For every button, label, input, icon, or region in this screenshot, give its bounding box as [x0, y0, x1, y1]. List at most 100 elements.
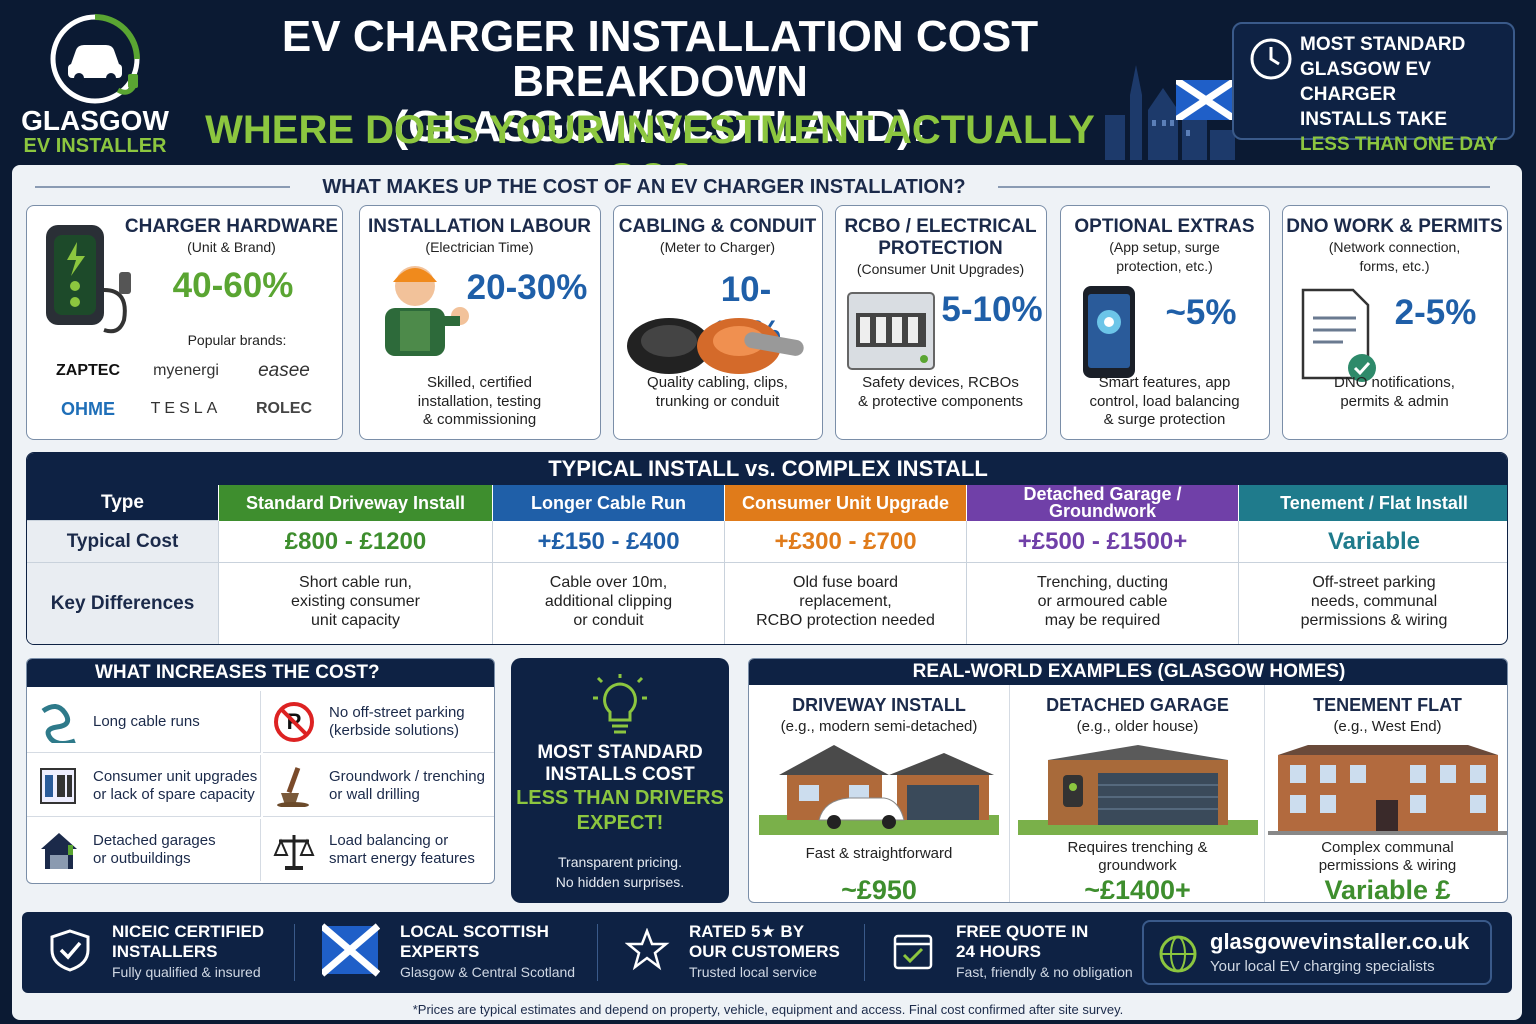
- card-title: PROTECTION: [878, 238, 1003, 259]
- bulb-icon: [590, 672, 650, 736]
- icon-part: [67, 242, 85, 276]
- difference-line: replacement,: [799, 593, 892, 610]
- footer-note: Glasgow & Central Scotland: [400, 964, 576, 980]
- footer-icon: [625, 928, 671, 974]
- footer-divider: [864, 924, 865, 981]
- icon-part: [279, 707, 309, 737]
- icon-part: [70, 281, 80, 291]
- icon-part: [1159, 935, 1197, 973]
- icon-part: [119, 272, 131, 294]
- icon-part: [1319, 765, 1336, 783]
- example-subtitle: (e.g., older house): [1076, 718, 1199, 735]
- increase-item: Detached garages or outbuildings: [27, 819, 261, 881]
- increase-text: Consumer unit upgrades or lack of spare c…: [93, 755, 261, 817]
- icon-part: [1267, 831, 1507, 835]
- icon-part: [827, 815, 841, 829]
- footer-note: Trusted local service: [689, 964, 817, 980]
- cost-cell: +£500 - £1500+: [966, 521, 1238, 563]
- icon-part: [593, 674, 647, 734]
- icon-part: [50, 929, 90, 972]
- icon-part: [385, 266, 469, 356]
- title-block: EV CHARGER INSTALLATION COST BREAKDOWN (G…: [170, 14, 1150, 149]
- cost-cell: +£300 - £700: [724, 521, 966, 563]
- increase-item: Consumer unit upgrades or lack of spare c…: [27, 755, 261, 817]
- icon-part: [54, 235, 96, 315]
- icon-part: [70, 45, 120, 67]
- increase-icon: [37, 765, 79, 807]
- card-subtitle: (Meter to Charger): [659, 239, 776, 255]
- icon-part: [907, 785, 979, 820]
- card-header: RCBO / ELECTRICAL PROTECTION (Consumer Uni…: [836, 216, 1045, 279]
- card-icon: [1081, 284, 1137, 380]
- column-name: Groundwork: [1049, 501, 1156, 521]
- difference-line: Off-street parking: [1312, 574, 1436, 591]
- callout-highlight: LESS THAN DRIVERS: [516, 787, 724, 809]
- title-line: (GLASGOW/SCOTLAND):: [393, 102, 927, 151]
- example-note-line: Requires trenching &: [1067, 839, 1208, 856]
- card-icon: [1298, 288, 1384, 384]
- footer-title: RATED 5★ BY: [689, 922, 805, 941]
- card-header: INSTALLATION LABOUR (Electrician Time): [360, 216, 599, 257]
- differences-cell: Cable over 10m, additional clipping or con…: [492, 563, 724, 644]
- card-subtitle: protection, etc.): [1116, 258, 1213, 274]
- example-price: ~£1400+: [1084, 875, 1191, 903]
- increase-line: No off-street parking: [329, 704, 465, 721]
- icon-part: [273, 838, 315, 856]
- footer-title: 24 HOURS: [956, 942, 1042, 961]
- heading-rule: [35, 186, 290, 188]
- card-subtitle: (Unit & Brand): [187, 239, 276, 255]
- card-icon: [846, 291, 938, 373]
- icon-part: [74, 73, 84, 83]
- increase-icon: [37, 701, 79, 743]
- icon-part: [596, 676, 604, 684]
- icon-part: [876, 317, 886, 343]
- increase-item: P No off-street parking(kerbside solution…: [263, 691, 494, 753]
- card-share: 20-30%: [466, 268, 588, 307]
- icon-part: [1162, 120, 1166, 126]
- increase-line: or wall drilling: [329, 786, 420, 803]
- card-title: OPTIONAL EXTRAS: [1074, 216, 1255, 237]
- footer-title: INSTALLERS: [112, 942, 218, 961]
- brand-name: myenergi: [153, 362, 219, 379]
- icon-part: [1176, 80, 1236, 120]
- differences-cell: Off-street parking needs, communal permiss…: [1238, 563, 1507, 644]
- icon-part: [1439, 765, 1456, 783]
- icon-part: [882, 815, 896, 829]
- icon-part: [1152, 120, 1156, 126]
- card-title: INSTALLATION LABOUR: [367, 216, 592, 237]
- icon-part: [1105, 65, 1235, 160]
- subtitle: WHERE DOES YOUR INVESTMENT ACTUALLY GO?: [205, 108, 1095, 200]
- brand-name: ZAPTEC: [56, 362, 120, 379]
- icon-part: [1210, 130, 1235, 160]
- icon-part: [1152, 120, 1190, 136]
- house-illustration: [759, 745, 999, 835]
- card-subtitle: (App setup, surge: [1109, 239, 1220, 255]
- increase-icon: [37, 829, 79, 871]
- icon-part: [889, 753, 994, 775]
- card-icon: [360, 256, 475, 366]
- difference-line: existing consumer: [291, 593, 420, 610]
- brands-label: Popular brands:: [187, 332, 287, 348]
- difference-line: RCBO protection needed: [756, 612, 935, 629]
- card-title: CABLING & CONDUIT: [618, 216, 817, 237]
- footer-divider: [294, 924, 295, 981]
- cost-card: OPTIONAL EXTRAS (App setup, surge protecti…: [1060, 205, 1270, 440]
- cost-card: INSTALLATION LABOUR (Electrician Time) 20-…: [359, 205, 601, 440]
- icon-part: [893, 934, 933, 970]
- card-subtitle: (Consumer Unit Upgrades): [856, 261, 1025, 277]
- brand-name: TESLA: [150, 400, 222, 417]
- example-note-line: groundwork: [1098, 857, 1177, 874]
- difference-line: or armoured cable: [1037, 593, 1168, 610]
- icon-part: [1083, 286, 1135, 378]
- callout: MOST STANDARD INSTALLS COST LESS THAN DRIV…: [511, 658, 729, 903]
- card-description: Skilled, certified installation, testing &…: [360, 374, 599, 430]
- callout-note-line: No hidden surprises.: [555, 874, 685, 890]
- icon-part: [744, 332, 804, 356]
- cost-cell: £800 - £1200: [218, 521, 492, 563]
- example-column: DETACHED GARAGE (e.g., older house) Requir…: [1009, 685, 1264, 903]
- icon-part: [277, 802, 309, 807]
- icon-part: [1104, 317, 1114, 327]
- example-title: DRIVEWAY INSTALL: [792, 695, 966, 715]
- icon-part: [393, 268, 437, 282]
- footer-icon: [322, 922, 380, 980]
